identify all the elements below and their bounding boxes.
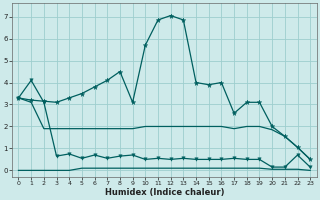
X-axis label: Humidex (Indice chaleur): Humidex (Indice chaleur) (105, 188, 224, 197)
